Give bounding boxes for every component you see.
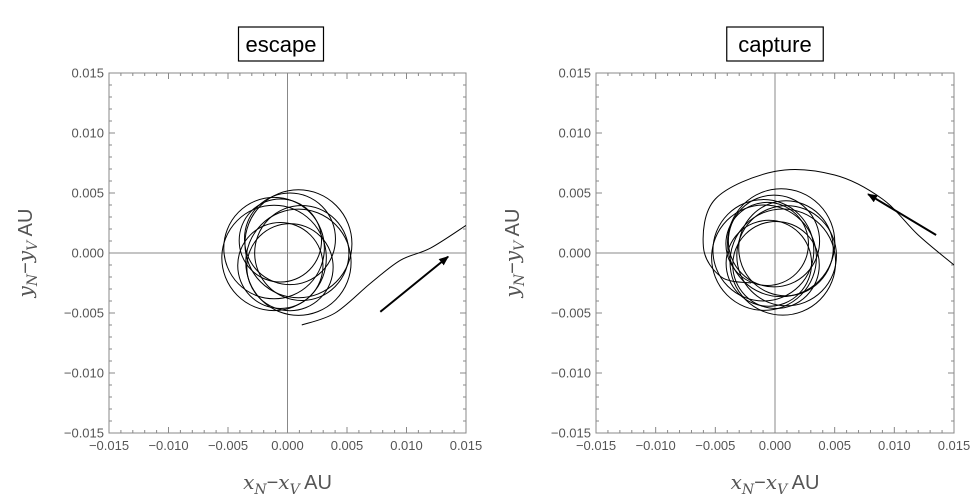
chart0-trajectory-tail bbox=[301, 224, 466, 326]
chart0-x-tick-label: −0.015 bbox=[89, 438, 129, 453]
chart0-x-tick-label: 0.005 bbox=[331, 438, 364, 453]
chart1-trajectory-loop bbox=[732, 220, 820, 309]
chart1-y-tick-label: 0.000 bbox=[558, 246, 591, 261]
chart1-trajectory-loop bbox=[727, 194, 821, 288]
chart0-direction-arrow bbox=[379, 255, 449, 313]
chart0-trajectory-loop bbox=[221, 204, 327, 312]
chart1-trajectory-loop bbox=[725, 219, 813, 307]
chart0-y-tick-label: 0.000 bbox=[71, 246, 104, 261]
chart0-trajectory bbox=[221, 189, 466, 326]
chart1-y-tick-label: 0.015 bbox=[558, 66, 591, 81]
chart1-x-tick-label: 0.015 bbox=[938, 438, 971, 453]
chart1-x-tick-label: −0.005 bbox=[695, 438, 735, 453]
chart0-y-tick-label: 0.005 bbox=[71, 186, 104, 201]
chart0-trajectory-loop bbox=[238, 198, 323, 283]
chart1-trajectory-loop bbox=[711, 204, 817, 311]
chart1-x-tick-label: 0.005 bbox=[818, 438, 851, 453]
chart0-trajectory-loop bbox=[223, 196, 325, 300]
chart1-trajectory-loop bbox=[712, 199, 815, 302]
chart1-title-frame bbox=[726, 26, 824, 62]
chart1-y-tick-label: 0.005 bbox=[558, 186, 591, 201]
chart1-trajectory-tail bbox=[702, 169, 954, 284]
chart1-trajectory bbox=[702, 169, 954, 316]
chart1-x-tick-label: −0.010 bbox=[636, 438, 676, 453]
chart0-y-tick-label: 0.010 bbox=[71, 126, 104, 141]
chart1-title-box: capture bbox=[726, 26, 824, 62]
chart0-title-frame bbox=[237, 26, 325, 62]
chart1-y-axis-label: yN−yV AU bbox=[500, 209, 528, 299]
chart0-title-box: escape bbox=[237, 26, 325, 62]
chart1-x-tick-label: 0.010 bbox=[878, 438, 911, 453]
chart0-y-tick-label: −0.010 bbox=[64, 366, 104, 381]
chart0-trajectory-loop bbox=[245, 208, 352, 316]
chart0-x-axis-label: xN−xV AU bbox=[243, 470, 332, 497]
chart1-trajectory-loop bbox=[736, 205, 837, 307]
chart1-direction-arrow bbox=[867, 193, 937, 236]
chart0-y-tick-label: −0.015 bbox=[64, 426, 104, 441]
chart0-title: escape bbox=[246, 32, 317, 57]
chart0-x-tick-label: −0.010 bbox=[148, 438, 188, 453]
chart1-y-tick-label: −0.010 bbox=[551, 366, 591, 381]
chart0-x-tick-label: 0.000 bbox=[271, 438, 304, 453]
chart0-y-tick-label: −0.005 bbox=[64, 306, 104, 321]
chart0-x-tick-label: 0.010 bbox=[390, 438, 423, 453]
chart1-x-axis-label: xN−xV AU bbox=[731, 470, 820, 497]
chart0-trajectory-loop bbox=[237, 221, 324, 309]
chart0-trajectory-loop bbox=[243, 192, 336, 286]
chart0-y-axis-label: yN−yV AU bbox=[13, 209, 41, 299]
chart0-trajectory-loop bbox=[246, 223, 334, 312]
chart1-y-tick-label: 0.010 bbox=[558, 126, 591, 141]
chart1-y-tick-label: −0.015 bbox=[551, 426, 591, 441]
chart1-y-tick-label: −0.005 bbox=[551, 306, 591, 321]
chart1-trajectory-loop bbox=[725, 201, 809, 286]
chart0-x-tick-label: 0.015 bbox=[450, 438, 483, 453]
chart1-panel: −0.015−0.015 −0.010 −0.010 −0.005 −0.005 0.00… bbox=[500, 26, 971, 497]
chart1-x-tick-label: 0.000 bbox=[759, 438, 792, 453]
chart0-y-tick-label: 0.015 bbox=[71, 66, 104, 81]
chart1-x-tick-label: −0.015 bbox=[576, 438, 616, 453]
chart1-title: capture bbox=[738, 32, 811, 57]
chart0-x-tick-label: −0.005 bbox=[208, 438, 248, 453]
chart0-panel: −0.015−0.015 −0.010 −0.010 −0.005 −0.005 0.00… bbox=[13, 26, 483, 497]
